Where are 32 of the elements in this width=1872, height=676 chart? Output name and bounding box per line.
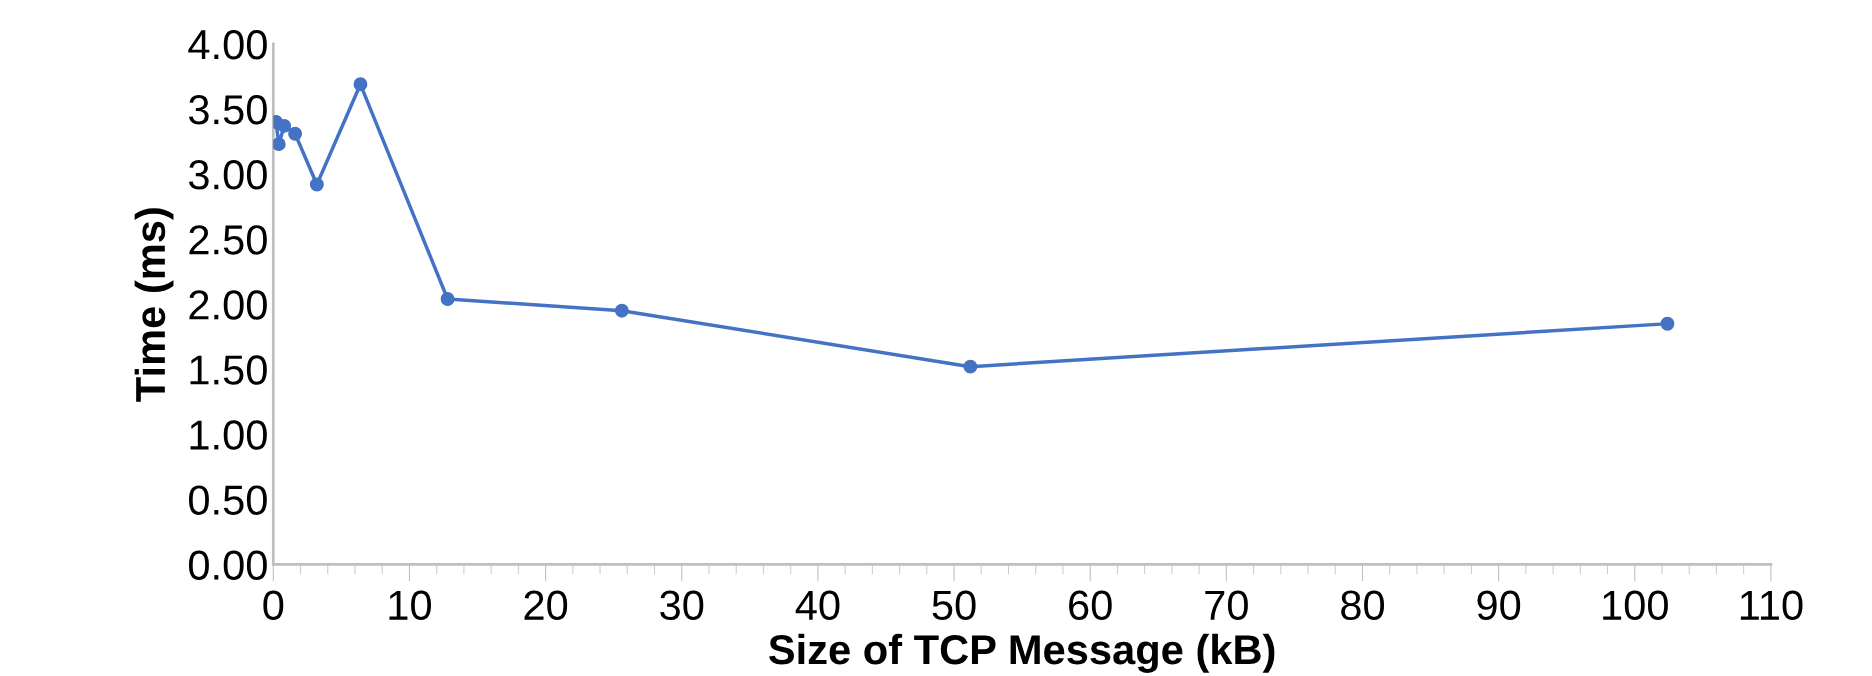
- x-tick-label: 20: [524, 590, 568, 621]
- x-tick-label: 30: [660, 590, 704, 621]
- point: [963, 359, 978, 374]
- x-axis-title: Size of TCP Message (kB): [769, 633, 1275, 673]
- x-tick-label: 110: [1740, 590, 1803, 621]
- y-tick-label: 1.00: [190, 420, 267, 450]
- point: [277, 118, 292, 133]
- y-tick-label: 2.50: [189, 225, 267, 255]
- x-tick-label: 60: [1069, 590, 1112, 621]
- x-tick-label: 40: [795, 590, 840, 621]
- x-tick-label: 90: [1477, 590, 1521, 621]
- y-tick-label: 0.50: [188, 485, 267, 515]
- x-tick-label: 50: [932, 590, 976, 621]
- point: [353, 77, 368, 92]
- y-axis-title: Time (ms): [134, 208, 174, 402]
- point: [614, 303, 629, 318]
- point: [288, 126, 303, 141]
- x-tick-label: 70: [1205, 590, 1248, 621]
- point: [309, 177, 324, 192]
- point: [1660, 316, 1675, 331]
- x-tick-label: 10: [389, 590, 431, 621]
- x-tick-label: 80: [1341, 590, 1385, 621]
- point: [273, 137, 286, 152]
- y-tick-label: 2.00: [189, 290, 267, 320]
- y-tick-label: 3.00: [188, 160, 267, 190]
- y-tick-label: 0.00: [188, 550, 267, 580]
- y-tick-label: 3.50: [188, 95, 267, 125]
- x-tick-label: 0: [263, 590, 284, 621]
- point: [440, 292, 455, 306]
- y-tick-label: 1.50: [190, 355, 267, 385]
- x-tick-label: 100: [1603, 590, 1668, 621]
- y-tick-label: 4.00: [188, 29, 267, 60]
